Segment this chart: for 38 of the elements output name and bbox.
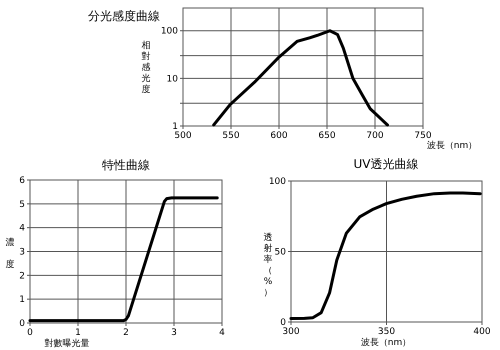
x-tick-label: 4: [219, 328, 226, 338]
x-tick-label: 350: [378, 327, 396, 337]
chart-title: 特性曲線: [102, 158, 150, 172]
chart-title: UV透光曲線: [354, 157, 418, 171]
text: 濃度: [6, 238, 14, 270]
x-tick-label: 1: [75, 328, 81, 338]
x-tick-label: 700: [366, 131, 384, 141]
y-tick-label: 10: [166, 74, 178, 84]
x-axis-title: 波長（nm）: [426, 140, 478, 151]
y-tick-label: 1: [19, 295, 25, 306]
y-tick-label: 2: [19, 271, 25, 282]
x-tick-label: 0: [27, 328, 34, 338]
x-tick-label: 600: [270, 131, 288, 141]
x-tick-label: 550: [222, 131, 240, 141]
x-tick-label: 300: [282, 327, 300, 337]
y-tick-label: 100: [268, 177, 286, 187]
line-series: [212, 29, 389, 126]
y-tick-label: 1: [172, 122, 178, 132]
y-tick-label: 4: [19, 224, 26, 234]
y-tick-label: 100: [160, 26, 178, 37]
y-axis-title: 透射率（%）: [264, 232, 273, 298]
y-tick-label: 50: [274, 248, 286, 258]
y-tick-label: 0: [19, 319, 26, 329]
line-series: [28, 196, 219, 322]
chart-title: 分光感度曲線: [88, 9, 160, 23]
y-tick-label: 6: [19, 176, 26, 186]
line-series: [290, 191, 482, 320]
x-axis-title: 對數曝光量: [44, 338, 90, 349]
y-tick-label: 3: [19, 248, 25, 258]
y-axis-title: 相對感光度: [142, 40, 150, 95]
y-tick-label: 0: [280, 318, 286, 328]
x-tick-label: 750: [414, 131, 432, 141]
x-tick-label: 2: [123, 328, 129, 338]
y-tick-label: 5: [19, 200, 25, 210]
x-tick-label: 400: [473, 327, 491, 337]
x-tick-label: 650: [318, 131, 336, 141]
x-tick-label: 500: [174, 131, 192, 141]
x-axis-title: 波長（nm）: [360, 337, 412, 348]
